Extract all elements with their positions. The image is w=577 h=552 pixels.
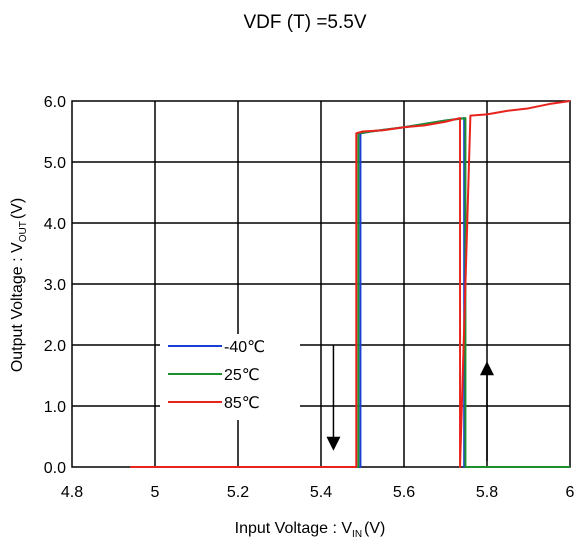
x-axis-label-unit: (V) — [364, 520, 385, 537]
x-tick-label: 5.2 — [227, 484, 249, 501]
legend-box — [160, 334, 300, 420]
series-line-2 — [130, 117, 570, 468]
y-tick-label: 4.0 — [44, 216, 66, 233]
y-tick-label: 3.0 — [44, 277, 66, 294]
arrow-head — [480, 361, 494, 376]
legend-label: -40℃ — [224, 339, 265, 356]
y-tick-label: 2.0 — [44, 338, 66, 355]
y-tick-label: 0.0 — [44, 460, 66, 477]
series-group — [130, 100, 571, 468]
y-axis-label: Output Voltage : VOUT (V) — [9, 198, 29, 372]
x-axis-label-subscript: IN — [352, 529, 362, 540]
x-axis-label-main: Input Voltage : V — [235, 520, 353, 537]
arrow-head — [326, 436, 341, 451]
grid — [71, 100, 571, 468]
arrow-down — [326, 345, 341, 451]
x-tick-label: 5.8 — [476, 484, 498, 501]
arrows-group — [326, 345, 494, 461]
chart-title: VDF (T) =5.5V — [244, 12, 367, 33]
tick-labels: 4.8 5 5.2 5.4 5.6 5.8 6 0.0 1.0 2.0 3.0 4.0 5.0 6.0 — [44, 94, 575, 501]
series-line-3 — [130, 100, 571, 468]
y-axis-label-main: Output Voltage : V — [9, 242, 26, 372]
y-tick-label: 1.0 — [44, 399, 66, 416]
legend-label: 25℃ — [224, 367, 260, 384]
legend: -40℃ 25℃ 85℃ — [160, 334, 300, 420]
y-tick-label: 6.0 — [44, 94, 66, 111]
x-tick-label: 5.6 — [393, 484, 415, 501]
y-tick-label: 5.0 — [44, 155, 66, 172]
x-axis-label: Input Voltage : VIN (V) — [235, 520, 386, 540]
x-tick-label: 5.4 — [310, 484, 332, 501]
legend-label: 85℃ — [224, 395, 260, 412]
x-tick-label: 5 — [151, 484, 160, 501]
x-tick-label: 4.8 — [61, 484, 83, 501]
x-tick-label: 6 — [566, 484, 575, 501]
y-axis-label-subscript: OUT — [18, 221, 29, 242]
arrow-up — [480, 361, 494, 461]
y-axis-label-unit: (V) — [9, 198, 26, 219]
